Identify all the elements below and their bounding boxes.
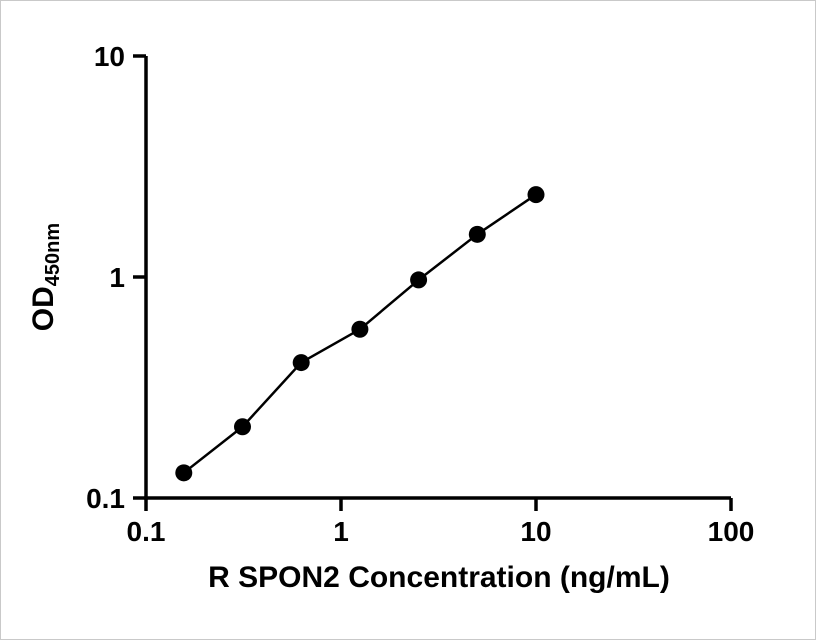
y-tick-label: 0.1 <box>86 483 125 514</box>
y-tick-label: 10 <box>94 41 125 72</box>
x-tick-label: 1 <box>333 516 349 547</box>
data-point <box>351 320 369 338</box>
data-point <box>175 464 193 482</box>
data-point <box>410 271 428 289</box>
x-tick-label: 100 <box>708 516 755 547</box>
data-point <box>527 186 545 204</box>
x-axis-title: R SPON2 Concentration (ng/mL) <box>208 561 670 594</box>
plot-area: 0.1 1 10 100 0.1 1 10 <box>86 41 754 547</box>
y-axis-title: OD450nm <box>27 223 64 331</box>
y-axis-title-main: OD <box>27 286 60 331</box>
data-point <box>468 225 486 243</box>
y-axis-title-sub: 450nm <box>42 223 64 286</box>
data-point <box>233 418 251 436</box>
x-tick-label: 10 <box>520 516 551 547</box>
data-point <box>292 354 310 372</box>
y-tick-label: 1 <box>109 262 125 293</box>
x-tick-label: 0.1 <box>127 516 166 547</box>
